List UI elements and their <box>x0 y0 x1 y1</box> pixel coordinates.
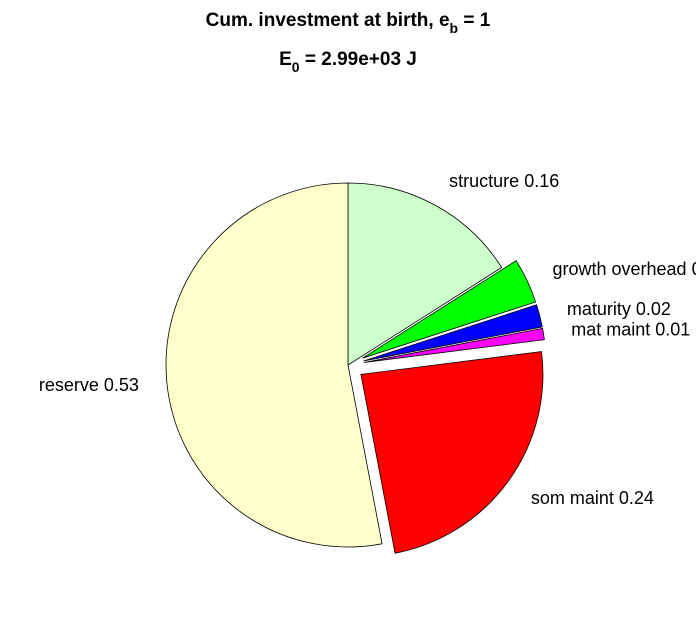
slice-label: maturity 0.02 <box>567 299 671 319</box>
slice-label: som maint 0.24 <box>531 488 654 508</box>
subtitle-sub: 0 <box>292 59 300 75</box>
pie-slice <box>347 182 503 366</box>
chart-subtitle: E0 = 2.99e+03 J <box>279 49 417 75</box>
slice-name: som maint <box>531 488 614 508</box>
slice-name: mat maint <box>571 320 650 340</box>
subtitle-rest: = 2.99e+03 J <box>300 49 417 70</box>
slice-value: 0.16 <box>524 171 559 191</box>
chart-title: Cum. investment at birth, eb = 1 <box>206 10 491 36</box>
slice-value: 0.24 <box>619 488 654 508</box>
title-main: Cum. investment at birth, e <box>206 10 450 31</box>
subtitle-main: E <box>279 49 292 70</box>
slice-value: 0.02 <box>636 299 671 319</box>
slice-name: growth overhead <box>552 259 686 279</box>
slice-label: growth overhead 0.04 <box>552 259 696 279</box>
pie-slice <box>360 351 544 554</box>
slice-value: 0.04 <box>692 259 696 279</box>
title-sub: b <box>450 20 459 36</box>
pie-slice <box>165 182 383 548</box>
pie-slice <box>363 304 543 362</box>
slice-name: maturity <box>567 299 631 319</box>
slice-label: structure 0.16 <box>449 171 559 191</box>
slice-name: reserve <box>39 375 99 395</box>
slice-name: structure <box>449 171 519 191</box>
title-rest: = 1 <box>458 10 491 31</box>
slice-label: reserve 0.53 <box>39 375 139 395</box>
pie-slice <box>362 260 537 359</box>
slice-value: 0.01 <box>655 320 690 340</box>
slice-value: 0.53 <box>104 375 139 395</box>
pie-slice <box>363 327 545 363</box>
slice-label: mat maint 0.01 <box>571 320 690 340</box>
